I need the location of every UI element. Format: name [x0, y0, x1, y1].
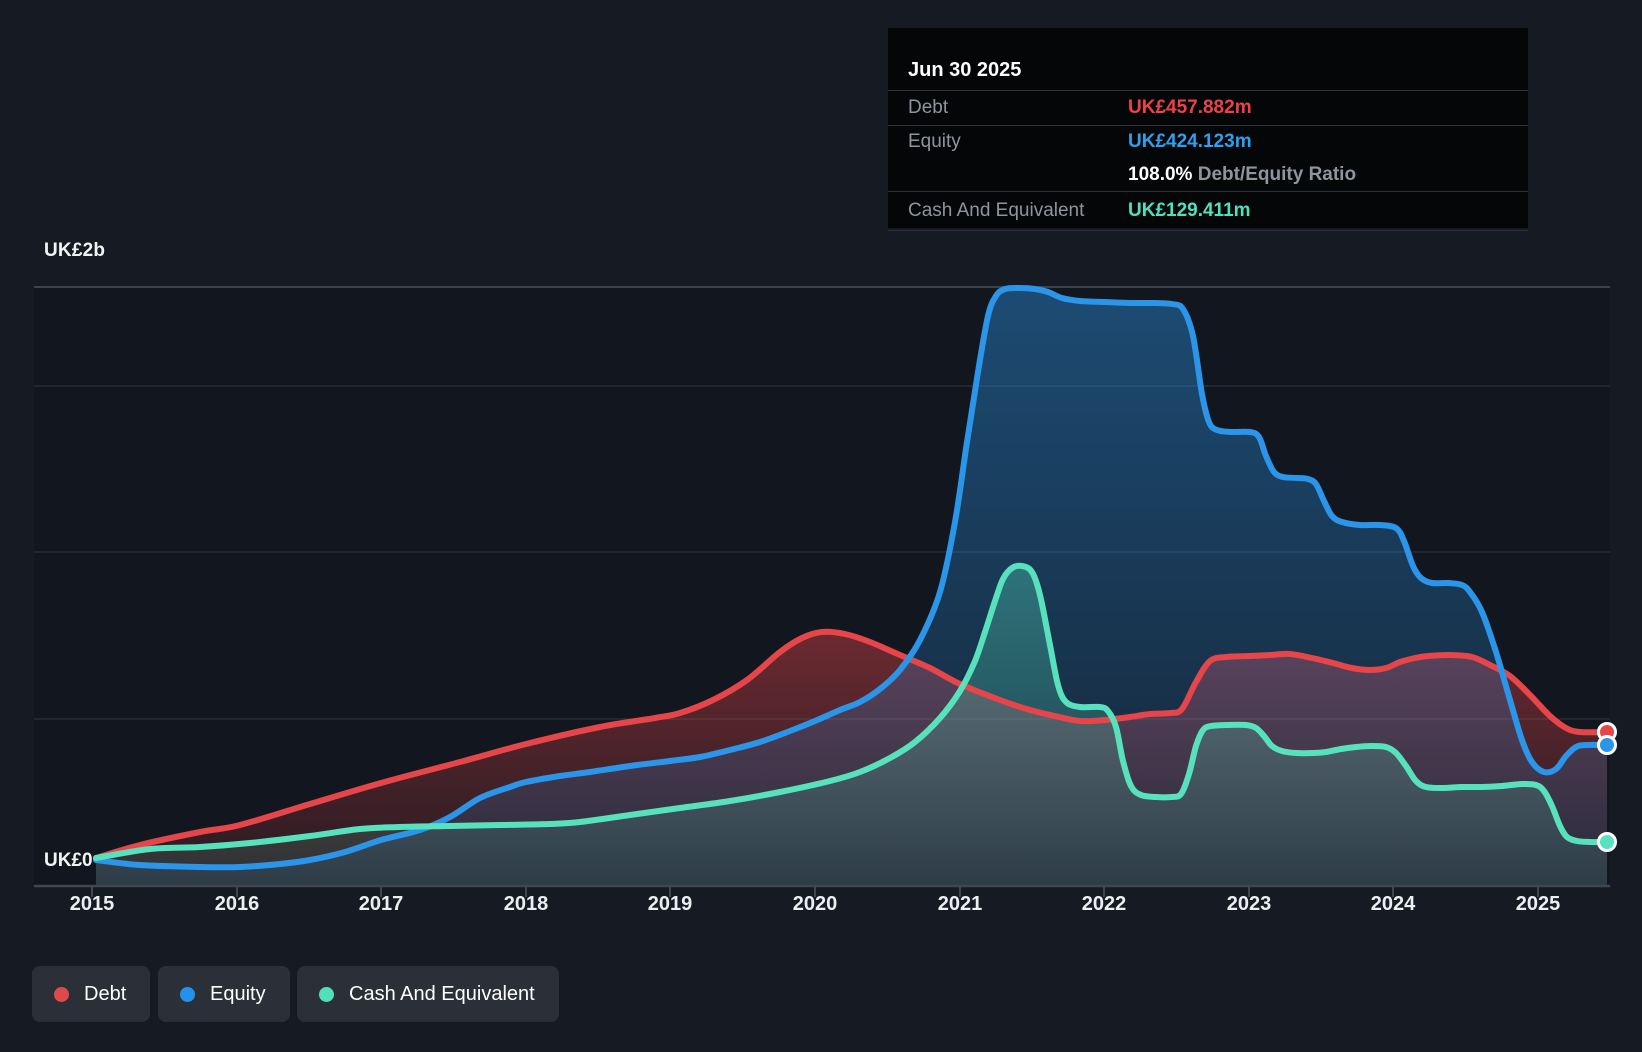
legend-equity-label: Equity	[210, 982, 266, 1005]
x-axis-label-2023: 2023	[1226, 893, 1272, 915]
x-axis-label-2017: 2017	[358, 893, 404, 915]
tooltip-cash-value: UK£129.411m	[1128, 200, 1251, 221]
x-axis-label-2021: 2021	[937, 893, 983, 915]
tooltip-equity-value: UK£424.123m	[1128, 131, 1252, 152]
legend-toggle-debt[interactable]: Debt	[32, 966, 151, 1022]
x-axis-label-2020: 2020	[792, 893, 838, 915]
y-axis-zero-label: UK£0	[44, 850, 93, 871]
cash-line	[93, 562, 1610, 861]
tooltip: Jun 30 2025 Debt UK£457.882m Equity UK£4…	[888, 28, 1528, 231]
legend-toggle-equity[interactable]: Equity	[158, 966, 290, 1022]
tooltip-debt-value: UK£457.882m	[1128, 97, 1252, 118]
equity-line	[93, 284, 1610, 871]
tooltip-divider	[888, 90, 1528, 91]
tooltip-ratio-row: 108.0% Debt/Equity Ratio	[888, 158, 1528, 191]
x-axis-label-2025: 2025	[1515, 893, 1561, 915]
x-axis-label-2019: 2019	[647, 893, 693, 915]
tooltip-debt-row: Debt UK£457.882m	[888, 91, 1528, 125]
tooltip-divider	[888, 230, 1528, 231]
tooltip-debt-label: Debt	[908, 97, 949, 118]
legend-toggle-cash[interactable]: Cash And Equivalent	[297, 966, 559, 1022]
tooltip-cash-label: Cash And Equivalent	[908, 200, 1085, 221]
chart-legend: Debt Equity Cash And Equivalent	[0, 966, 1642, 1022]
tooltip-divider	[888, 191, 1528, 192]
cash-endpoint-marker[interactable]	[1597, 832, 1617, 852]
debt-line	[93, 628, 1610, 861]
y-axis-max-label: UK£2b	[44, 240, 106, 261]
debt-series-dot-icon	[54, 986, 69, 1002]
tooltip-date: Jun 30 2025	[908, 59, 1022, 81]
legend-debt-label: Debt	[84, 982, 127, 1005]
tooltip-divider	[888, 125, 1528, 126]
x-axis-label-2016: 2016	[214, 893, 260, 915]
tooltip-ratio-label: Debt/Equity Ratio	[1192, 163, 1357, 185]
x-axis-label-2018: 2018	[503, 893, 549, 915]
x-axis-label-2024: 2024	[1370, 893, 1416, 915]
x-axis-label-2022: 2022	[1081, 893, 1127, 915]
equity-endpoint-marker[interactable]	[1597, 735, 1617, 755]
tooltip-cash-row: Cash And Equivalent UK£129.411m	[888, 192, 1528, 230]
cash-area-fill	[96, 565, 1607, 886]
tooltip-ratio-value: 108.0% Debt/Equity Ratio	[1128, 163, 1357, 185]
legend-cash-label: Cash And Equivalent	[349, 982, 535, 1005]
tooltip-equity-row: Equity UK£424.123m	[888, 126, 1528, 158]
equity-series-dot-icon	[180, 986, 195, 1002]
x-axis-label-2015: 2015	[69, 893, 115, 915]
cash-series-dot-icon	[319, 986, 334, 1002]
tooltip-equity-label: Equity	[908, 131, 961, 152]
